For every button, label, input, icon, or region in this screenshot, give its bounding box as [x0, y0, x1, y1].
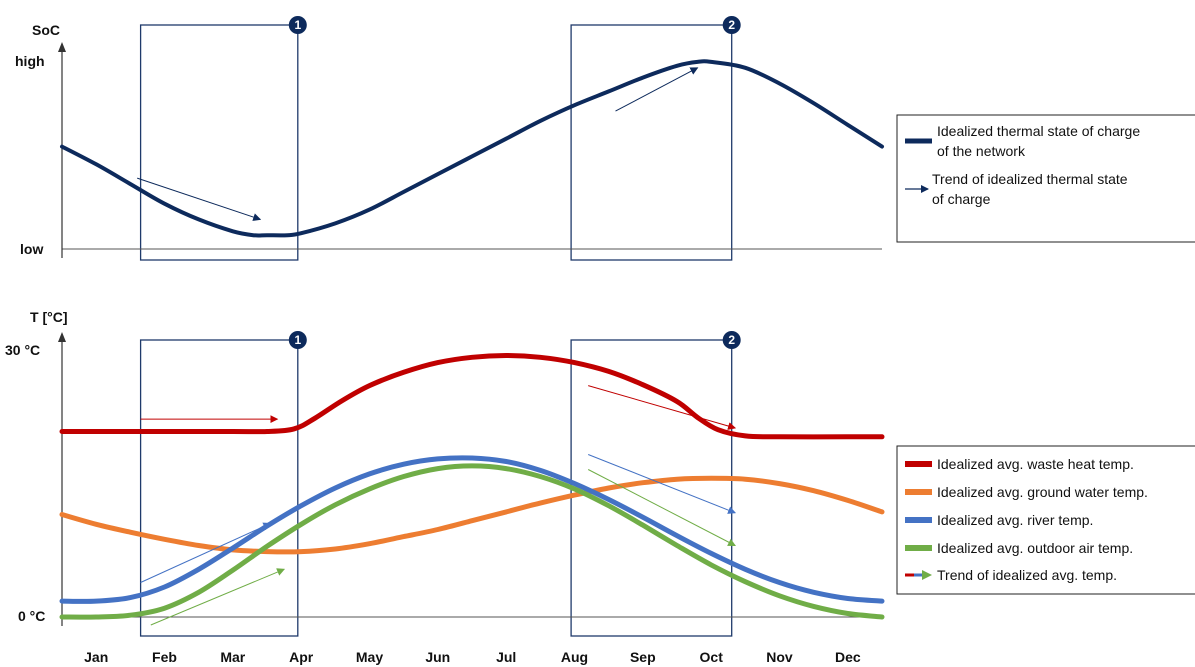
temp-tick-30: 30 °C [5, 342, 40, 358]
temp-legend-label-trend: Trend of idealized avg. temp. [937, 567, 1117, 583]
temp-tick-0: 0 °C [18, 608, 45, 624]
highlight-badge-label-1: 1 [294, 333, 301, 347]
temp-legend-label-ground-water: Idealized avg. ground water temp. [937, 484, 1148, 500]
highlight-badge-1: 1 [288, 331, 307, 349]
trend-arrow-c1-1 [615, 67, 699, 112]
soc-legend: Idealized thermal state of charge of the… [896, 114, 1195, 243]
temp-legend-label-river: Idealized avg. river temp. [937, 512, 1093, 528]
soc-chart: SoC high low 1 2 [15, 16, 884, 261]
highlight-badge-2: 2 [722, 331, 741, 349]
highlight-badge-1: 1 [288, 16, 307, 34]
highlight-badge-2: 2 [722, 16, 741, 34]
soc-legend-trend-line-2: of charge [932, 191, 991, 207]
soc-y-axis-title: SoC [32, 22, 60, 38]
x-tick-oct: Oct [700, 649, 724, 665]
temp-legend-label-outdoor-air: Idealized avg. outdoor air temp. [937, 540, 1133, 556]
highlight-badge-label-2: 2 [728, 18, 735, 32]
series-line-c2-3 [59, 463, 885, 620]
highlight-badge-label-2: 2 [728, 333, 735, 347]
x-tick-dec: Dec [835, 649, 861, 665]
highlight-box-1 [139, 339, 299, 637]
highlight-box-2 [570, 339, 733, 637]
series-line-c2-2 [59, 455, 885, 604]
temp-legend-swatch-trend-arrow [905, 570, 932, 580]
series-line-c2-1 [59, 475, 885, 555]
highlight-box-2 [570, 24, 733, 261]
x-tick-feb: Feb [152, 649, 177, 665]
series-line-c1-0 [60, 59, 884, 238]
x-tick-jul: Jul [496, 649, 516, 665]
soc-y-axis-arrowhead [58, 42, 66, 52]
soc-legend-frame [896, 114, 1195, 243]
temp-y-axis-arrowhead [58, 332, 66, 342]
soc-tick-low: low [20, 241, 43, 257]
temp-legend-frame [896, 445, 1195, 595]
temp-y-axis-title: T [°C] [30, 309, 67, 325]
trend-arrow-c2-5 [587, 469, 736, 546]
soc-tick-high: high [15, 53, 45, 69]
x-tick-jan: Jan [84, 649, 108, 665]
soc-legend-label-line-1: Idealized thermal state of charge [937, 123, 1140, 139]
temperature-legend: Idealized avg. waste heat temp. Idealize… [896, 445, 1195, 595]
trend-arrow-c2-3 [588, 454, 737, 514]
trend-arrow-c2-1 [588, 385, 737, 430]
x-tick-jun: Jun [425, 649, 450, 665]
series-line-c2-0 [59, 353, 885, 440]
trend-arrow-c2-2 [140, 522, 272, 583]
soc-legend-label-line-2: of the network [937, 143, 1026, 159]
trend-arrow-c1-0 [137, 177, 262, 221]
highlight-box-1 [139, 24, 299, 261]
x-tick-apr: Apr [289, 649, 314, 665]
x-tick-may: May [356, 649, 383, 665]
highlight-badge-label-1: 1 [294, 18, 301, 32]
temperature-chart: T [°C] 30 °C 0 °C 1 2 Jan Feb Mar Apr May Jun J… [5, 309, 885, 665]
x-tick-aug: Aug [561, 649, 588, 665]
x-tick-nov: Nov [766, 649, 793, 665]
x-tick-mar: Mar [220, 649, 245, 665]
temp-legend-label-waste-heat: Idealized avg. waste heat temp. [937, 456, 1134, 472]
trend-arrow-c2-4 [150, 568, 286, 626]
x-tick-sep: Sep [630, 649, 656, 665]
soc-legend-trend-line-1: Trend of idealized thermal state [932, 171, 1128, 187]
